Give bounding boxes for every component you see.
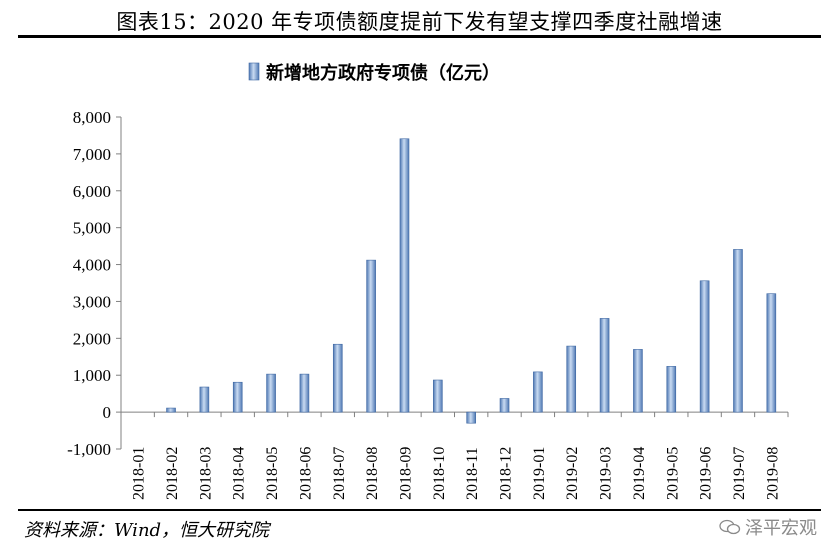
figure-title: 图表15：2020 年专项债额度提前下发有望支撑四季度社融增速 bbox=[116, 10, 723, 34]
y-tick-label: 1,000 bbox=[73, 366, 111, 385]
x-tick-label: 2019-08 bbox=[764, 447, 781, 500]
x-tick-label: 2019-04 bbox=[631, 447, 648, 500]
x-tick-label: 2018-04 bbox=[231, 447, 248, 500]
x-tick-label: 2018-02 bbox=[164, 447, 181, 500]
bar-2019-01 bbox=[533, 371, 543, 413]
bar-2018-02 bbox=[166, 407, 176, 413]
chart-legend: 新增地方政府专项债（亿元） bbox=[248, 62, 500, 84]
bar-2018-08 bbox=[366, 259, 376, 413]
x-tick-label: 2018-11 bbox=[464, 447, 481, 500]
y-tick-label: 2,000 bbox=[73, 329, 111, 348]
y-tick-label: 0 bbox=[103, 403, 112, 422]
bar-2018-12 bbox=[499, 398, 510, 413]
bar-2018-04 bbox=[232, 381, 243, 413]
y-tick-label: 6,000 bbox=[73, 182, 111, 201]
top-rule bbox=[18, 35, 821, 38]
x-tick-label: 2018-09 bbox=[397, 447, 414, 500]
x-tick-label: 2018-07 bbox=[331, 447, 348, 500]
y-tick-label: -1,000 bbox=[67, 440, 111, 459]
y-tick-label: 5,000 bbox=[73, 219, 111, 238]
x-tick-label: 2018-05 bbox=[264, 447, 281, 500]
y-tick-label: 4,000 bbox=[73, 256, 111, 275]
x-tick-label: 2019-06 bbox=[698, 447, 715, 500]
bottom-rule bbox=[18, 509, 821, 511]
x-tick-label: 2019-01 bbox=[531, 447, 548, 500]
bar-2018-09 bbox=[399, 138, 410, 413]
bar-2019-05 bbox=[666, 366, 677, 413]
bar-2018-05 bbox=[266, 373, 276, 413]
x-tick-label: 2018-06 bbox=[297, 447, 314, 500]
x-tick-label: 2018-03 bbox=[197, 447, 214, 500]
watermark-text: 泽平宏观 bbox=[745, 518, 817, 539]
legend-label: 新增地方政府专项债（亿元） bbox=[266, 62, 500, 84]
bar-2018-03 bbox=[199, 386, 210, 413]
legend-swatch bbox=[248, 62, 260, 81]
bar-2019-07 bbox=[733, 249, 743, 413]
y-tick-label: 8,000 bbox=[73, 108, 111, 127]
bar-2019-06 bbox=[699, 280, 710, 413]
bar-2019-04 bbox=[633, 349, 643, 413]
x-tick-label: 2018-10 bbox=[431, 447, 448, 500]
bar-2019-08 bbox=[766, 293, 777, 413]
x-tick-label: 2018-08 bbox=[364, 447, 381, 500]
bar-2018-06 bbox=[299, 373, 310, 413]
watermark: 泽平宏观 bbox=[719, 514, 817, 540]
x-tick-label: 2018-12 bbox=[498, 447, 515, 500]
x-tick-label: 2018-01 bbox=[131, 447, 148, 500]
bar-2019-03 bbox=[599, 318, 610, 413]
y-tick-label: 7,000 bbox=[73, 145, 111, 164]
y-tick-label: 3,000 bbox=[73, 292, 111, 311]
wechat-icon bbox=[719, 519, 741, 535]
bar-2019-02 bbox=[566, 345, 577, 413]
bar-2018-10 bbox=[433, 379, 443, 413]
source-note: 资料来源：Wind，恒大研究院 bbox=[24, 520, 270, 541]
x-tick-label: 2019-07 bbox=[731, 447, 748, 500]
bar-2018-07 bbox=[332, 343, 343, 413]
bar-chart: 新增地方政府专项债（亿元） -1,000 0 1,000 2,000 3,000 4,00… bbox=[67, 62, 789, 500]
bar-2018-11 bbox=[466, 411, 476, 424]
x-tick-label: 2019-05 bbox=[664, 447, 681, 500]
x-tick-label: 2019-03 bbox=[598, 447, 615, 500]
x-tick-label: 2019-02 bbox=[564, 447, 581, 500]
